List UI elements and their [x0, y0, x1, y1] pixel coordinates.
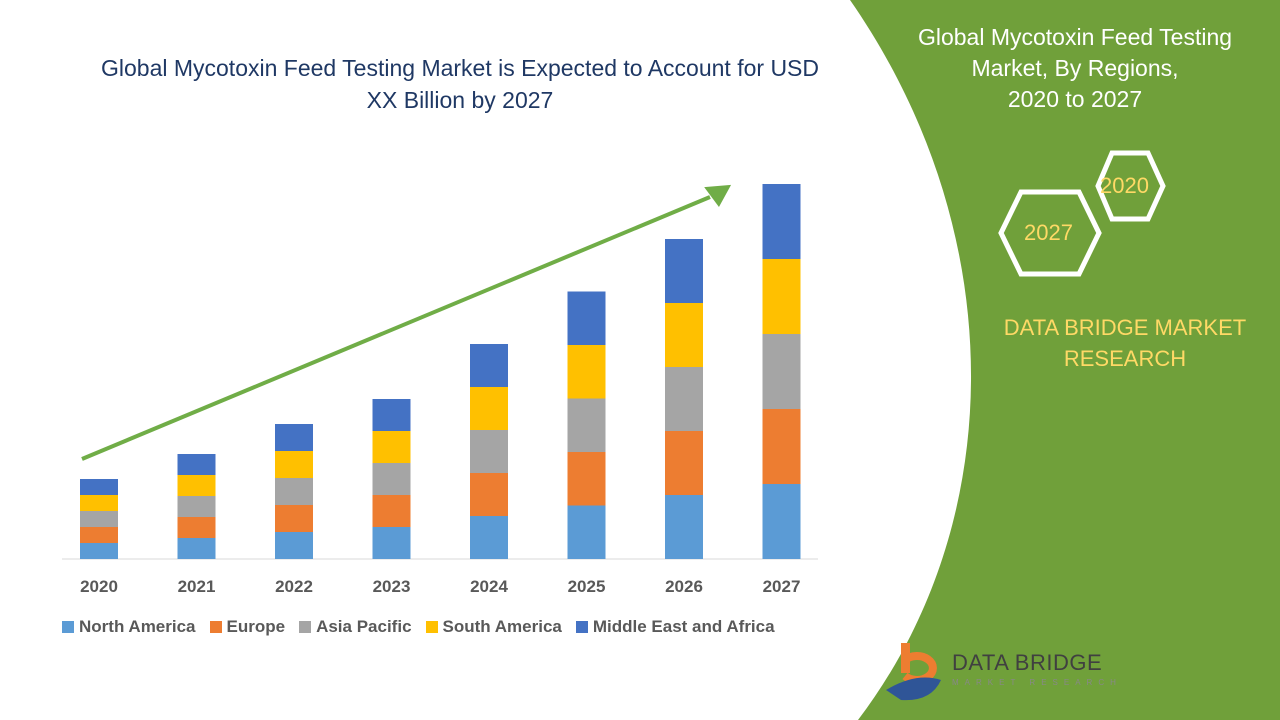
brand-line: DATA BRIDGE MARKET [1003, 315, 1247, 340]
x-tick-labels: 2020 2021 2022 2023 2024 2025 2026 2027 [80, 577, 800, 596]
bar-group [80, 184, 801, 559]
x-tick-label: 2023 [373, 577, 411, 596]
logo-icon [886, 643, 941, 701]
brand-line: RESEARCH [1063, 346, 1187, 371]
legend-item-asia-pacific: Asia Pacific [299, 617, 412, 637]
bar-2027-south-america [762, 259, 801, 334]
legend-item-south-america: South America [425, 617, 562, 637]
legend-label: Middle East and Africa [592, 617, 775, 636]
bar-2022-middle-east-and-africa [275, 424, 313, 451]
legend-swatch [209, 621, 222, 633]
bar-2023-asia-pacific [372, 463, 411, 495]
bar-2025-south-america [567, 345, 606, 399]
legend: North America Europe Asia Pacific South … [62, 617, 775, 637]
bar-2020-south-america [80, 495, 118, 511]
bar-2024-middle-east-and-africa [470, 344, 508, 387]
bar-2023-europe [372, 495, 411, 527]
legend-item-north-america: North America [62, 617, 196, 637]
hex-label-2020: 2020 [1100, 173, 1149, 198]
x-tick-label: 2022 [275, 577, 313, 596]
bar-2020-asia-pacific [80, 511, 118, 527]
bar-2027-north-america [762, 484, 801, 559]
bar-2023-south-america [372, 431, 411, 463]
bar-2024-north-america [470, 516, 508, 559]
brand-text: DATA BRIDGE MARKET RESEARCH [985, 312, 1265, 374]
bar-2021-north-america [177, 538, 216, 559]
side-panel-title: Global Mycotoxin Feed Testing Market, By… [895, 22, 1255, 115]
bar-2026-north-america [665, 495, 703, 559]
legend-swatch [62, 621, 74, 633]
logo-name: DATA BRIDGE [952, 650, 1103, 675]
green-side-panel [850, 0, 1280, 720]
bar-2026-middle-east-and-africa [665, 239, 703, 303]
bar-2027-europe [762, 409, 801, 484]
trend-arrow [81, 184, 732, 461]
bar-2027-asia-pacific [762, 334, 801, 409]
legend-item-europe: Europe [209, 617, 286, 637]
legend-label: Europe [226, 617, 286, 636]
bar-2021-middle-east-and-africa [177, 454, 216, 475]
bar-2021-europe [177, 517, 216, 538]
bar-2023-north-america [372, 527, 411, 559]
bar-2024-south-america [470, 387, 508, 430]
side-title-line: Market, By Regions, [971, 55, 1179, 81]
legend-label: North America [79, 617, 196, 636]
bar-2020-europe [80, 527, 118, 543]
legend-swatch [299, 621, 312, 633]
bar-2020-middle-east-and-africa [80, 479, 118, 495]
bar-2026-europe [665, 431, 703, 495]
bar-2024-asia-pacific [470, 430, 508, 473]
x-tick-label: 2024 [470, 577, 508, 596]
x-tick-label: 2025 [568, 577, 606, 596]
bar-2022-south-america [275, 451, 313, 478]
bar-2027-middle-east-and-africa [762, 184, 801, 259]
bar-2025-north-america [567, 505, 606, 559]
bar-2021-south-america [177, 475, 216, 496]
hexagon-2020 [1095, 150, 1166, 222]
chart-title: Global Mycotoxin Feed Testing Market is … [100, 55, 820, 113]
bar-2026-south-america [665, 303, 703, 367]
x-tick-label: 2021 [178, 577, 216, 596]
bar-2020-north-america [80, 543, 118, 559]
bar-2025-middle-east-and-africa [567, 291, 606, 345]
side-title-line: 2020 to 2027 [1007, 86, 1143, 112]
bar-2025-asia-pacific [567, 398, 606, 452]
x-tick-label: 2020 [80, 577, 118, 596]
hex-label-2027: 2027 [1024, 220, 1073, 245]
x-tick-label: 2027 [763, 577, 801, 596]
bar-2022-europe [275, 505, 313, 532]
bar-2023-middle-east-and-africa [372, 399, 411, 431]
bar-2024-europe [470, 473, 508, 516]
bar-2021-asia-pacific [177, 496, 216, 517]
hexagon-2027 [998, 189, 1102, 277]
x-tick-label: 2026 [665, 577, 703, 596]
legend-label: Asia Pacific [316, 617, 412, 636]
legend-swatch [425, 621, 438, 633]
legend-swatch [575, 621, 588, 633]
legend-label: South America [442, 617, 562, 636]
bar-2022-asia-pacific [275, 478, 313, 505]
bar-2026-asia-pacific [665, 367, 703, 431]
bar-2022-north-america [275, 532, 313, 559]
logo-tagline: MARKET RESEARCH [952, 678, 1122, 687]
legend-item-mea: Middle East and Africa [575, 617, 775, 637]
bar-2025-europe [567, 452, 606, 506]
side-title-line: Global Mycotoxin Feed Testing [917, 24, 1233, 50]
